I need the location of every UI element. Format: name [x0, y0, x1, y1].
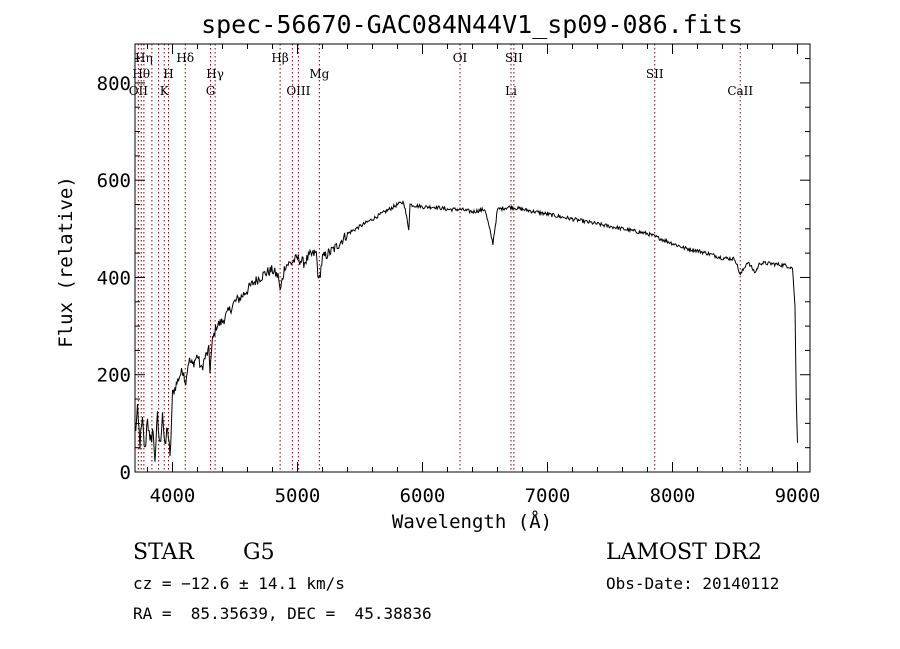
line-marker-label: Hη [135, 51, 153, 65]
spectrum-line [134, 199, 798, 462]
line-marker-label: Mg [309, 67, 329, 81]
line-marker-label: Hβ [271, 51, 288, 65]
observation-date: Obs-Date: 20140112 [606, 574, 780, 593]
chart-title: spec-56670-GAC084N44V1_sp09-086.fits [201, 10, 743, 39]
line-marker-label: Hδ [176, 51, 194, 65]
line-marker-label: Li [505, 84, 517, 98]
y-tick-label: 200 [97, 365, 131, 387]
object-subclass: G5 [243, 540, 275, 565]
line-marker-label: Hθ [132, 67, 150, 81]
object-type: STAR [133, 540, 194, 565]
x-tick-label: 8000 [650, 485, 696, 507]
y-tick-label: 0 [120, 462, 131, 484]
redshift-velocity: cz = −12.6 ± 14.1 km/s [133, 574, 345, 593]
x-tick-label: 4000 [150, 485, 196, 507]
line-marker-label: CaII [727, 84, 753, 98]
x-tick-label: 9000 [775, 485, 821, 507]
line-marker-label: OII [129, 84, 149, 98]
coordinates: RA = 85.35639, DEC = 45.38836 [133, 604, 432, 623]
line-marker-label: Hγ [206, 67, 224, 81]
y-tick-label: 800 [97, 73, 131, 95]
y-axis-ticks: 0 200 400 600 800 [97, 58, 810, 484]
plot-frame [134, 43, 811, 473]
y-axis-label: Flux (relative) [55, 176, 77, 348]
line-marker-label: SII [646, 67, 664, 81]
x-tick-label: 6000 [400, 485, 446, 507]
x-axis-label: Wavelength (Å) [392, 510, 552, 533]
y-tick-label: 600 [97, 170, 131, 192]
line-marker-label: OIII [286, 84, 310, 98]
y-tick-label: 400 [97, 267, 131, 289]
line-marker-label: OI [453, 51, 468, 65]
x-axis-ticks: 4000 5000 6000 7000 8000 9000 [147, 44, 821, 507]
line-marker-label: SII [505, 51, 523, 65]
x-tick-label: 5000 [275, 485, 321, 507]
survey-name: LAMOST DR2 [606, 540, 762, 565]
line-marker-label: K [160, 84, 170, 98]
line-marker-label: H [163, 67, 173, 81]
x-tick-label: 7000 [525, 485, 571, 507]
line-marker-label: G [206, 84, 216, 98]
